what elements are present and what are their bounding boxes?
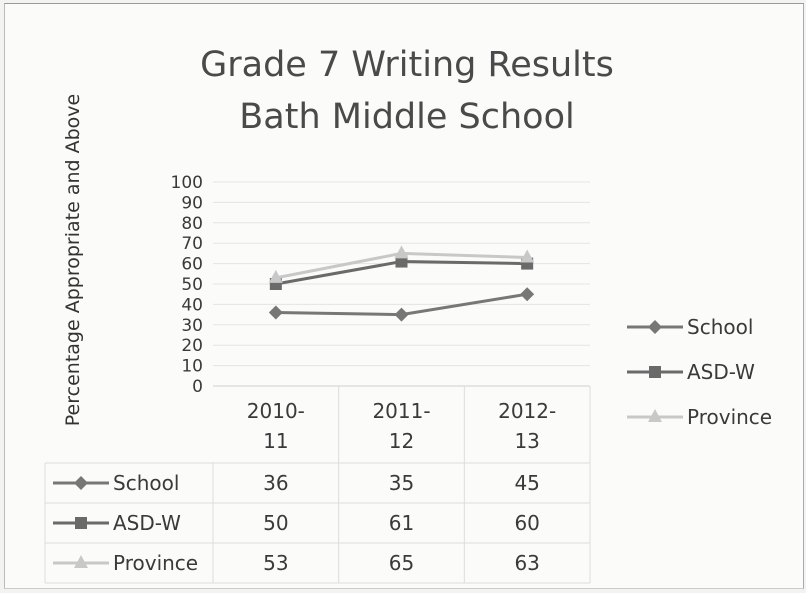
table-row-label-province: Province	[113, 551, 198, 575]
table-cell-value: 45	[514, 471, 539, 495]
data-point-province	[394, 245, 409, 259]
table-legend-marker-asd-w	[75, 517, 87, 529]
x-tick-label: 2011- 12	[372, 399, 430, 453]
data-point-province	[520, 249, 535, 263]
x-tick-label: 2012- 13	[498, 399, 556, 453]
y-tick-label: 10	[181, 357, 203, 377]
data-point-province	[268, 269, 283, 283]
chart-title-line-2: Bath Middle School	[239, 97, 574, 137]
y-tick-label: 30	[181, 316, 203, 336]
legend-marker-province	[648, 409, 662, 422]
x-tick-label-line: 2010-	[247, 399, 305, 423]
chart-frame: 0 10 20 30 40 50 60 70 80 90 100 2010-11 2011-12 201…	[4, 3, 804, 589]
table-cell-value: 65	[389, 551, 414, 575]
table-legend-marker-school	[74, 476, 88, 490]
y-tick-label: 60	[181, 255, 203, 275]
y-tick-label: 90	[181, 193, 203, 213]
y-tick-label: 0	[192, 377, 203, 397]
table-legend-marker-province	[74, 555, 88, 568]
data-point-asd-w	[395, 255, 408, 268]
table-cell-value: 50	[263, 511, 288, 535]
table-row-label-school: School	[113, 471, 179, 495]
y-tick-label: 20	[181, 336, 203, 356]
x-tick-label-line: 2011-	[372, 399, 430, 423]
legend-marker-school	[648, 320, 662, 334]
y-tick-label: 100	[171, 173, 203, 193]
y-tick-label: 70	[181, 234, 203, 254]
series-layer	[268, 245, 535, 322]
x-tick-label-line: 12	[389, 429, 414, 453]
table-cell-value: 61	[389, 511, 414, 535]
table-cell-value: 60	[514, 511, 539, 535]
data-point-school	[394, 307, 409, 322]
y-tick-label: 50	[181, 275, 203, 295]
y-tick-label: 80	[181, 214, 203, 234]
x-tick-label: 2010- 11	[247, 399, 305, 453]
y-axis-label: Percentage Appropriate and Above	[62, 94, 84, 426]
x-tick-label-line: 13	[514, 429, 539, 453]
legend-label-province: Province	[687, 405, 772, 429]
table-cell-value: 35	[389, 471, 414, 495]
table-cell-value: 53	[263, 551, 288, 575]
data-point-school	[268, 305, 283, 320]
y-tick-label: 40	[181, 295, 203, 315]
table-cell-value: 36	[263, 471, 288, 495]
legend: School ASD-W Province	[627, 315, 772, 429]
table-row-label-asd-w: ASD-W	[113, 511, 181, 535]
table-cell-value: 63	[514, 551, 539, 575]
x-tick-label-line: 11	[263, 429, 288, 453]
legend-label-school: School	[687, 315, 753, 339]
chart-title-line-1: Grade 7 Writing Results	[200, 45, 614, 85]
legend-label-asd-w: ASD-W	[687, 360, 755, 384]
data-point-school	[520, 287, 535, 302]
x-tick-label-line: 2012-	[498, 399, 556, 423]
data-table: 2010- 11 2011- 12 2012- 13 School 36 35 45 ASD-W 50…	[44, 386, 591, 584]
legend-marker-asd-w	[649, 366, 661, 378]
